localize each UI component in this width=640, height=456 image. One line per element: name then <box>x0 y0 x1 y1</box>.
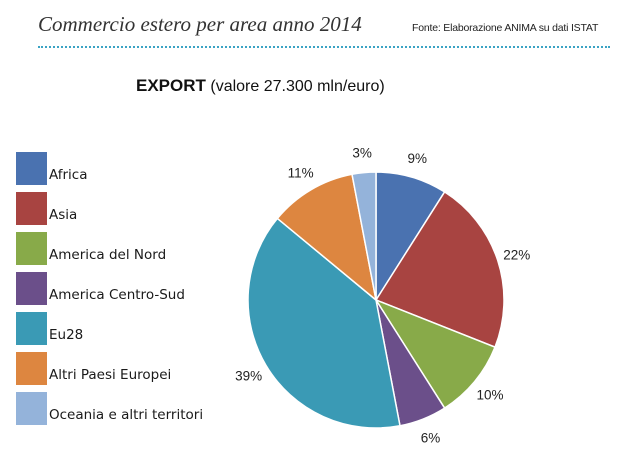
chart-title-bold: EXPORT <box>136 76 206 95</box>
slice-value-label: 6% <box>421 431 441 446</box>
legend-label: Asia <box>49 207 78 223</box>
legend-swatch <box>16 392 47 425</box>
legend-swatch <box>16 152 47 185</box>
slice-value-label: 10% <box>477 387 504 402</box>
legend-label: America Centro-Sud <box>49 287 185 303</box>
legend-item: Eu28 <box>16 312 256 346</box>
legend-swatch <box>16 232 47 265</box>
legend-label: Altri Paesi Europei <box>49 367 172 383</box>
pie-slice <box>276 173 378 302</box>
pie-slice <box>374 298 496 410</box>
slice-value-label: 3% <box>352 146 372 161</box>
legend-swatch <box>16 272 47 305</box>
legend-label: America del Nord <box>49 247 167 263</box>
chart-title-subtitle: (valore 27.300 mln/euro) <box>210 78 385 95</box>
legend-label: Eu28 <box>49 327 84 343</box>
legend-label: Oceania e altri territori <box>49 407 204 423</box>
legend-label: Africa <box>49 167 88 183</box>
slice-value-label: 22% <box>503 247 530 262</box>
legend-item: America del Nord <box>16 232 256 266</box>
divider <box>38 46 610 48</box>
legend-item: Oceania e altri territori <box>16 392 256 426</box>
page-title: Commercio estero per area anno 2014 <box>38 12 362 36</box>
legend-item: Altri Paesi Europei <box>16 352 256 386</box>
pie-slice <box>247 217 401 429</box>
legend-item: Africa <box>16 152 256 186</box>
pie-slice <box>374 190 505 349</box>
legend-swatch <box>16 312 47 345</box>
pie-slice <box>351 171 377 301</box>
legend-item: Asia <box>16 192 256 226</box>
legend-item: America Centro-Sud <box>16 272 256 306</box>
chart-title: EXPORT (valore 27.300 mln/euro) <box>136 76 385 96</box>
slice-value-label: 11% <box>288 166 314 181</box>
slice-value-label: 39% <box>235 368 262 383</box>
legend-swatch <box>16 192 47 225</box>
source-note: Fonte: Elaborazione ANIMA su dati ISTAT <box>412 22 599 34</box>
slice-value-label: 9% <box>408 151 428 166</box>
legend-swatch <box>16 352 47 385</box>
